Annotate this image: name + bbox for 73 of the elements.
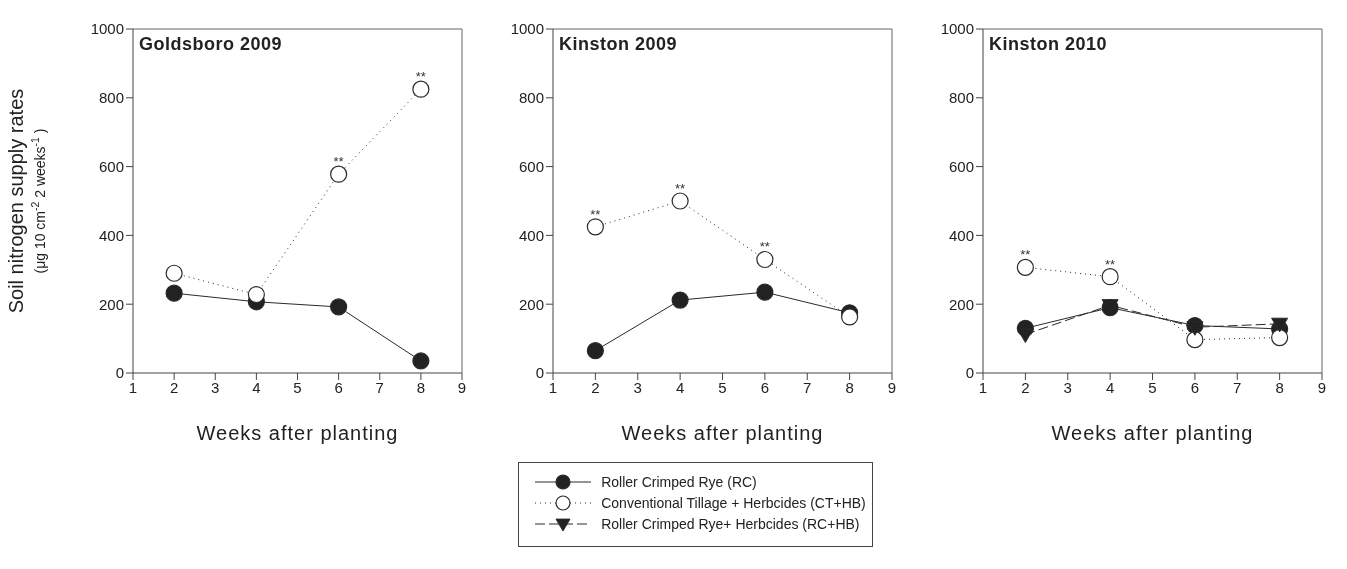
chart-title: Kinston 2009 (559, 34, 678, 55)
x-tick-label: 6 (760, 378, 770, 396)
point (586, 342, 604, 360)
x-axis-title: Weeks after planting (1051, 422, 1254, 444)
annotation: ** (590, 206, 601, 222)
y-tick-label: 600 (948, 157, 974, 175)
y-tick-label: 600 (98, 157, 124, 175)
x-tick-label: 1 (978, 378, 988, 396)
x-tick-label: 7 (1233, 378, 1242, 396)
x-tick-label: 3 (211, 378, 220, 396)
annotation: ** (675, 181, 686, 196)
x-tick-label: 5 (293, 378, 302, 396)
y-tick-label: 800 (948, 89, 974, 107)
y-tick-label: 400 (518, 226, 544, 244)
y-tick-label: 200 (98, 295, 124, 313)
y-tick-label: 400 (948, 226, 974, 244)
x-tick-label: 9 (457, 378, 467, 396)
x-tick-label: 1 (548, 378, 558, 396)
point (1271, 328, 1289, 347)
chart-title: Goldsboro 2009 (139, 34, 283, 55)
chart-title: Kinston 2010 (989, 34, 1108, 55)
point (1186, 321, 1204, 336)
x-tick-label: 5 (1148, 378, 1157, 396)
point (841, 308, 859, 326)
x-tick-label: 5 (718, 378, 727, 396)
annotation: ** (759, 239, 770, 255)
x-tick-label: 8 (416, 378, 426, 396)
x-tick-label: 6 (334, 378, 343, 396)
x-tick-label: 3 (633, 378, 642, 396)
y-tick-label: 200 (948, 295, 974, 313)
x-tick-label: 8 (1275, 378, 1284, 396)
x-tick-label: 9 (887, 378, 897, 396)
y-tick-label: 200 (518, 295, 544, 313)
annotation: ** (1020, 247, 1031, 263)
y-tick-label: 1000 (940, 20, 974, 38)
y-tick-label: 800 (518, 89, 544, 107)
x-tick-label: 4 (675, 378, 685, 396)
x-tick-label: 2 (1021, 378, 1030, 396)
x-tick-label: 1 (128, 378, 138, 396)
y-tick-label: 1000 (510, 20, 544, 38)
point (165, 284, 183, 302)
point (756, 283, 774, 301)
x-tick-label: 6 (1190, 378, 1200, 396)
x-tick-label: 7 (803, 378, 812, 396)
y-tick-label: 400 (98, 226, 124, 244)
legend-label: Roller Crimped Rye (RC) (601, 473, 757, 490)
y-tick-label: 600 (518, 157, 544, 175)
annotation: ** (333, 154, 344, 170)
point (1271, 317, 1289, 333)
point (1016, 328, 1034, 343)
x-tick-label: 4 (252, 378, 261, 396)
x-tick-label: 2 (169, 378, 179, 396)
y-tick-label: 0 (535, 364, 544, 382)
y-tick-label: 0 (115, 364, 124, 382)
x-tick-label: 8 (845, 378, 854, 396)
point (330, 298, 348, 316)
x-tick-label: 3 (1063, 378, 1072, 396)
y-tick-label: 800 (98, 89, 124, 107)
x-axis-title: Weeks after planting (621, 422, 824, 444)
y-tick-label: 1000 (90, 20, 124, 38)
annotation: ** (1105, 256, 1116, 272)
point (247, 285, 265, 304)
point (412, 352, 430, 370)
legend-label: Roller Crimped Rye+ Herbcides (RC+HB) (601, 515, 860, 532)
point (671, 291, 689, 309)
x-tick-label: 7 (375, 378, 384, 396)
x-tick-label: 4 (1105, 378, 1115, 396)
x-tick-label: 2 (591, 378, 600, 396)
y-tick-label: 0 (965, 364, 974, 382)
legend-label: Conventional Tillage + Herbcides (CT+HB) (601, 494, 866, 511)
x-axis-title: Weeks after planting (196, 422, 399, 444)
annotation: ** (415, 69, 426, 85)
x-tick-label: 9 (1317, 378, 1327, 396)
